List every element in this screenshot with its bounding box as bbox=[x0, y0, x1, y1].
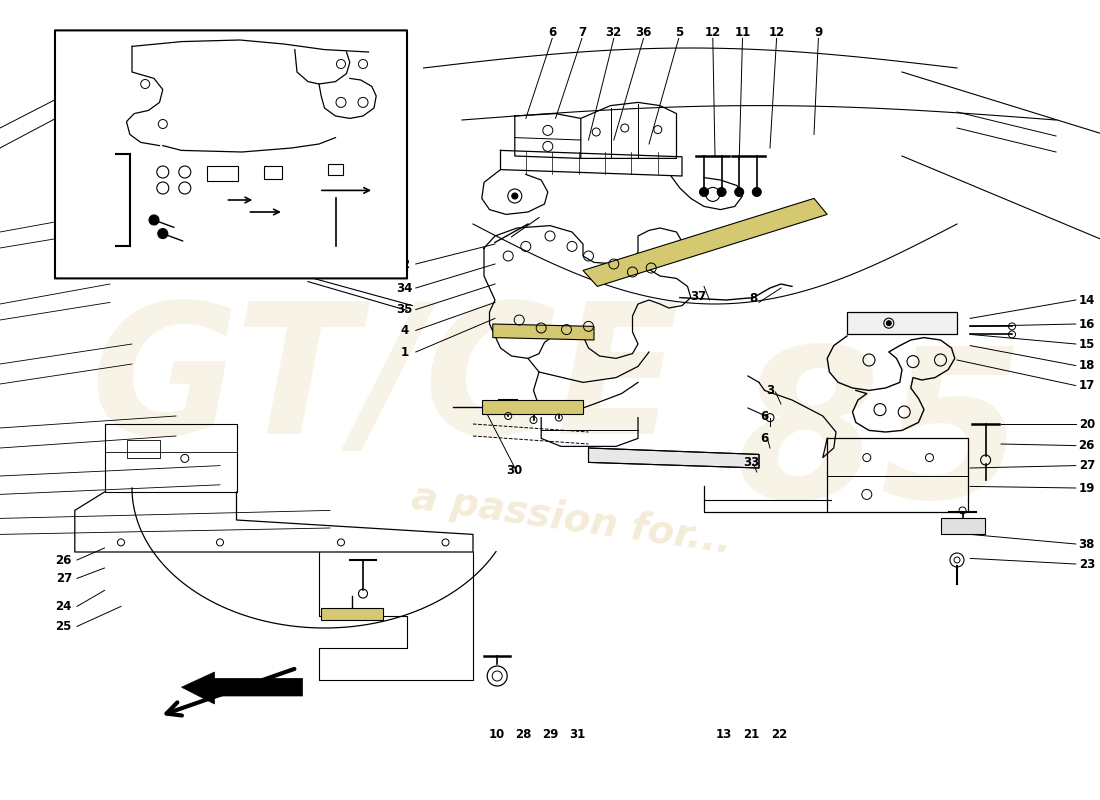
Circle shape bbox=[157, 229, 168, 238]
Text: 36: 36 bbox=[636, 26, 651, 38]
Text: 27: 27 bbox=[1079, 459, 1094, 472]
Bar bbox=[207, 166, 238, 181]
Text: 3: 3 bbox=[766, 384, 774, 397]
Text: 38: 38 bbox=[1079, 538, 1094, 550]
Circle shape bbox=[700, 187, 708, 197]
Bar bbox=[264, 166, 282, 179]
Text: 7: 7 bbox=[578, 26, 586, 38]
Text: 27: 27 bbox=[56, 572, 72, 585]
Text: 22: 22 bbox=[771, 728, 786, 741]
Text: 13: 13 bbox=[716, 728, 732, 741]
Text: GT/CE: GT/CE bbox=[90, 296, 680, 472]
Text: 17: 17 bbox=[1079, 379, 1094, 392]
Bar bbox=[328, 164, 343, 175]
Text: 31: 31 bbox=[570, 728, 585, 741]
Polygon shape bbox=[182, 672, 302, 704]
Polygon shape bbox=[583, 198, 827, 286]
Polygon shape bbox=[482, 400, 583, 414]
Text: 4: 4 bbox=[400, 324, 409, 337]
Text: 12: 12 bbox=[705, 26, 720, 38]
Text: 8: 8 bbox=[749, 292, 758, 305]
Text: 39: 39 bbox=[110, 186, 128, 198]
Text: 16: 16 bbox=[1079, 318, 1094, 330]
Text: 6: 6 bbox=[760, 410, 769, 422]
Text: 28: 28 bbox=[516, 728, 531, 741]
Text: 2: 2 bbox=[400, 258, 409, 270]
Text: 21: 21 bbox=[744, 728, 759, 741]
Text: 15: 15 bbox=[1079, 338, 1094, 350]
Circle shape bbox=[752, 187, 761, 197]
Text: 26: 26 bbox=[56, 554, 72, 566]
Text: 12: 12 bbox=[769, 26, 784, 38]
Text: 9: 9 bbox=[814, 26, 823, 38]
Text: 5: 5 bbox=[674, 26, 683, 38]
Circle shape bbox=[148, 215, 159, 225]
Text: 30: 30 bbox=[507, 464, 522, 477]
Text: 35: 35 bbox=[397, 303, 412, 316]
Circle shape bbox=[735, 187, 744, 197]
Text: 29: 29 bbox=[542, 728, 558, 741]
Text: 33: 33 bbox=[744, 456, 759, 469]
Text: 20: 20 bbox=[1079, 418, 1094, 430]
Circle shape bbox=[717, 187, 726, 197]
Text: a passion for...: a passion for... bbox=[409, 478, 735, 562]
FancyBboxPatch shape bbox=[55, 30, 407, 278]
Text: 85: 85 bbox=[735, 339, 1025, 541]
Text: 32: 32 bbox=[606, 26, 621, 38]
Circle shape bbox=[512, 193, 518, 199]
Polygon shape bbox=[940, 518, 984, 534]
Text: 37: 37 bbox=[691, 290, 706, 302]
Text: 10: 10 bbox=[490, 728, 505, 741]
Text: 24: 24 bbox=[56, 600, 72, 613]
Circle shape bbox=[887, 321, 891, 326]
Text: 6: 6 bbox=[548, 26, 557, 38]
Bar bbox=[126, 440, 160, 458]
Polygon shape bbox=[321, 608, 383, 620]
Polygon shape bbox=[493, 324, 594, 340]
Text: 19: 19 bbox=[1079, 482, 1094, 494]
Polygon shape bbox=[588, 448, 759, 468]
Polygon shape bbox=[847, 312, 957, 334]
Text: 11: 11 bbox=[735, 26, 750, 38]
Text: 23: 23 bbox=[1079, 558, 1094, 570]
Text: 34: 34 bbox=[397, 282, 412, 294]
Text: 26: 26 bbox=[1079, 439, 1094, 452]
Text: 18: 18 bbox=[1079, 359, 1094, 372]
Text: 1: 1 bbox=[400, 346, 409, 358]
Text: 25: 25 bbox=[56, 620, 72, 633]
Text: 14: 14 bbox=[1079, 294, 1094, 306]
Text: 6: 6 bbox=[760, 432, 769, 445]
